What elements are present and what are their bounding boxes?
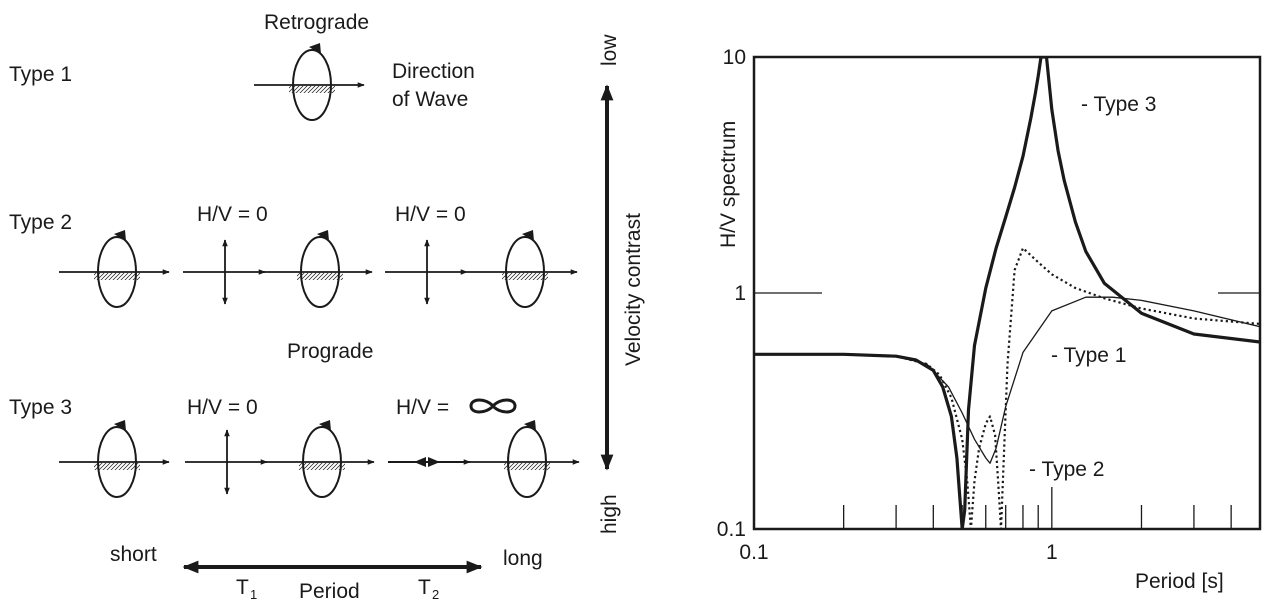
t1-subscript: 1 — [250, 587, 257, 602]
y-axis-label: H/V spectrum — [717, 121, 740, 248]
orbit-direction-arrowhead — [319, 420, 331, 431]
short-label: short — [110, 543, 157, 566]
type2-retrograde-motion-2 — [262, 230, 372, 307]
y-tick-label: 10 — [723, 46, 746, 69]
type1-retrograde-motion — [254, 43, 364, 120]
row-label-type-2: Type 2 — [9, 211, 72, 234]
type2-vertical-motion-2 — [385, 240, 467, 304]
type3-retrograde-motion-1 — [59, 420, 169, 497]
type3-vertical-motion — [185, 430, 267, 494]
ground-hatch — [289, 86, 335, 93]
ground-hatch — [297, 273, 343, 280]
orbit-direction-arrowhead — [309, 43, 321, 54]
particle-motion-diagram: Type 1 Type 2 Type 3 Retrograde Directio… — [9, 11, 645, 602]
direction-label-line1: Direction — [392, 60, 475, 83]
plot-frame — [754, 57, 1260, 529]
type2-vertical-motion-1 — [183, 240, 265, 304]
ground-hatch — [94, 463, 140, 470]
x-tick-label: 1 — [1046, 541, 1058, 564]
x-tick-label: 0.1 — [739, 541, 768, 564]
annotation-type-3: - Type 3 — [1081, 93, 1157, 116]
ground-hatch — [299, 463, 345, 470]
prograde-label: Prograde — [287, 340, 373, 363]
type2-retrograde-motion-1 — [59, 230, 169, 307]
y-tick-label: 1 — [734, 282, 746, 305]
t2-subscript: 2 — [432, 587, 439, 602]
series-line-thick — [754, 57, 1260, 529]
type3-horizontal-motion — [388, 457, 470, 467]
y-tick-label: 0.1 — [717, 518, 746, 541]
ground-hatch — [502, 273, 548, 280]
ground-hatch — [94, 273, 140, 280]
t1-label: T — [236, 576, 249, 599]
orbit-direction-arrowhead — [114, 420, 126, 431]
x-axis-label: Period [s] — [1135, 570, 1224, 593]
hv-zero-label-type3: H/V = 0 — [187, 396, 258, 419]
long-label: long — [503, 547, 543, 570]
infinity-symbol — [471, 400, 515, 412]
orbit-direction-arrowhead — [317, 230, 329, 241]
series-line-thin — [754, 297, 1260, 463]
orbit-direction-arrowhead — [524, 420, 536, 431]
hv-infinity-label: H/V = — [396, 396, 449, 419]
annotation-type-2: - Type 2 — [1029, 458, 1105, 481]
type3-retrograde-motion-3 — [469, 420, 579, 497]
t2-label: T — [418, 576, 431, 599]
direction-label-line2: of Wave — [392, 88, 468, 111]
velocity-contrast-label: Velocity contrast — [622, 213, 645, 366]
annotation-type-1: - Type 1 — [1051, 344, 1127, 367]
type3-retrograde-motion-2 — [264, 420, 374, 497]
row-label-type-3: Type 3 — [9, 396, 72, 419]
hv-zero-label-type2-b: H/V = 0 — [395, 203, 466, 226]
row-label-type-1: Type 1 — [9, 63, 72, 86]
low-label: low — [598, 34, 621, 66]
period-label: Period — [299, 580, 360, 602]
hv-spectrum-chart: 0.1 1 10 0.1 1 H/V spectrum Period [s] - Typ… — [717, 46, 1260, 593]
orbit-direction-arrowhead — [114, 230, 126, 241]
orbit-direction-arrowhead — [522, 230, 534, 241]
high-label: high — [598, 494, 621, 534]
series-line-dotted — [754, 248, 1260, 529]
retrograde-label: Retrograde — [264, 11, 369, 34]
hv-zero-label-type2-a: H/V = 0 — [197, 203, 268, 226]
type2-retrograde-motion-3 — [467, 230, 577, 307]
ground-hatch — [504, 463, 550, 470]
